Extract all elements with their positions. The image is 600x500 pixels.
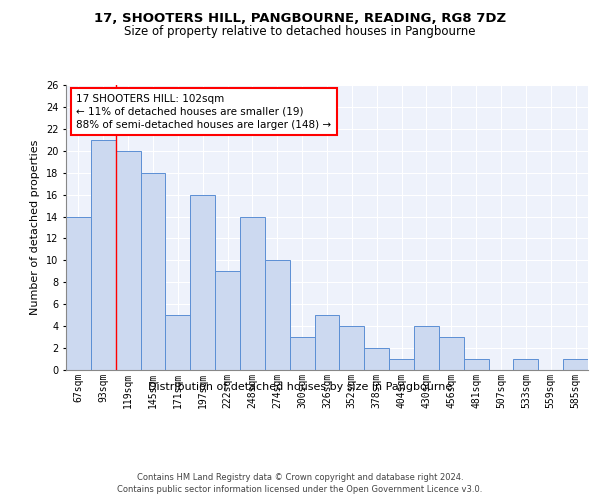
Text: 17, SHOOTERS HILL, PANGBOURNE, READING, RG8 7DZ: 17, SHOOTERS HILL, PANGBOURNE, READING, …: [94, 12, 506, 26]
Bar: [116, 151, 140, 370]
Bar: [215, 272, 240, 370]
Bar: [265, 260, 290, 370]
Bar: [314, 315, 340, 370]
Bar: [464, 359, 488, 370]
Text: Size of property relative to detached houses in Pangbourne: Size of property relative to detached ho…: [124, 25, 476, 38]
Text: Contains HM Land Registry data © Crown copyright and database right 2024.
Contai: Contains HM Land Registry data © Crown c…: [118, 472, 482, 494]
Bar: [364, 348, 389, 370]
Bar: [66, 216, 91, 370]
Y-axis label: Number of detached properties: Number of detached properties: [31, 140, 40, 315]
Text: 17 SHOOTERS HILL: 102sqm
← 11% of detached houses are smaller (19)
88% of semi-d: 17 SHOOTERS HILL: 102sqm ← 11% of detach…: [76, 94, 332, 130]
Bar: [340, 326, 364, 370]
Bar: [140, 172, 166, 370]
Bar: [166, 315, 190, 370]
Bar: [514, 359, 538, 370]
Bar: [563, 359, 588, 370]
Bar: [190, 194, 215, 370]
Bar: [414, 326, 439, 370]
Bar: [91, 140, 116, 370]
Bar: [439, 337, 464, 370]
Bar: [240, 216, 265, 370]
Bar: [290, 337, 314, 370]
Bar: [389, 359, 414, 370]
Text: Distribution of detached houses by size in Pangbourne: Distribution of detached houses by size …: [148, 382, 452, 392]
